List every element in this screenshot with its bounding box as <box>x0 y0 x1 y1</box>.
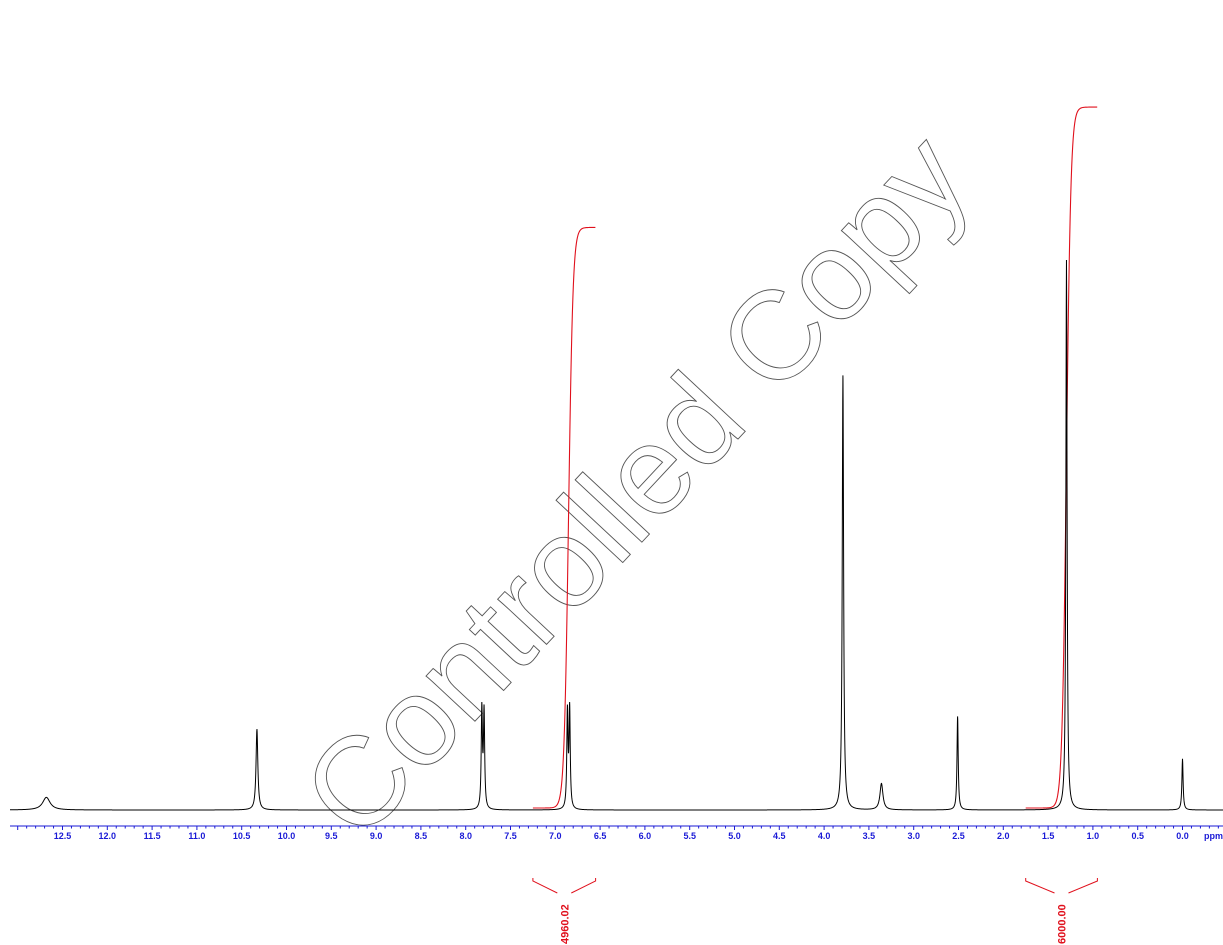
x-tick-label: 8.0 <box>459 831 472 841</box>
x-tick-label: 9.5 <box>325 831 338 841</box>
x-tick-label: 3.0 <box>907 831 920 841</box>
x-tick-label: 6.0 <box>639 831 652 841</box>
x-tick-label: 9.0 <box>370 831 383 841</box>
spectrum-series <box>10 259 1223 811</box>
integral-curves <box>532 106 1098 809</box>
integral-curve <box>532 226 596 809</box>
x-tick-label: 2.0 <box>997 831 1010 841</box>
x-tick-label: 12.5 <box>54 831 72 841</box>
x-tick-label: 0.5 <box>1131 831 1144 841</box>
integral-value-label: 6000.00 <box>1057 904 1069 944</box>
x-tick-label: 6.5 <box>594 831 607 841</box>
x-tick-label: 1.0 <box>1087 831 1100 841</box>
x-tick-label: 2.5 <box>952 831 965 841</box>
x-tick-label: 5.5 <box>683 831 696 841</box>
x-axis-unit-label: ppm <box>1204 831 1223 841</box>
x-tick-label: 11.5 <box>144 831 161 841</box>
x-tick-label: 10.0 <box>278 831 296 841</box>
integral-labels: 4960.02 6000.00 <box>532 878 1098 944</box>
watermark-text: Controlled Copy <box>276 107 995 864</box>
x-tick-label: 10.5 <box>233 831 251 841</box>
x-tick-label: 4.5 <box>773 831 786 841</box>
x-tick-label: 3.5 <box>863 831 876 841</box>
integral-curve <box>1025 106 1098 809</box>
integral-bracket <box>1025 878 1098 894</box>
integral-bracket <box>532 878 597 894</box>
x-tick-label: 4.0 <box>818 831 831 841</box>
x-tick-label: 0.0 <box>1176 831 1189 841</box>
x-tick-label: 12.0 <box>99 831 117 841</box>
x-tick-label: 1.5 <box>1042 831 1055 841</box>
x-tick-label: 7.5 <box>504 831 517 841</box>
spectrum-trace <box>10 259 1223 811</box>
watermark: Controlled Copy <box>275 106 995 864</box>
x-tick-label: 8.5 <box>415 831 428 841</box>
integral-value-label: 4960.02 <box>559 904 571 944</box>
x-tick-label: 5.0 <box>728 831 741 841</box>
x-tick-label: 7.0 <box>549 831 562 841</box>
x-axis: 12.5 12.0 11.5 11.0 10.5 10.0 9.5 9.0 8.5 8.0 7.5 7… <box>10 825 1223 841</box>
x-tick-label: 11.0 <box>188 831 205 841</box>
